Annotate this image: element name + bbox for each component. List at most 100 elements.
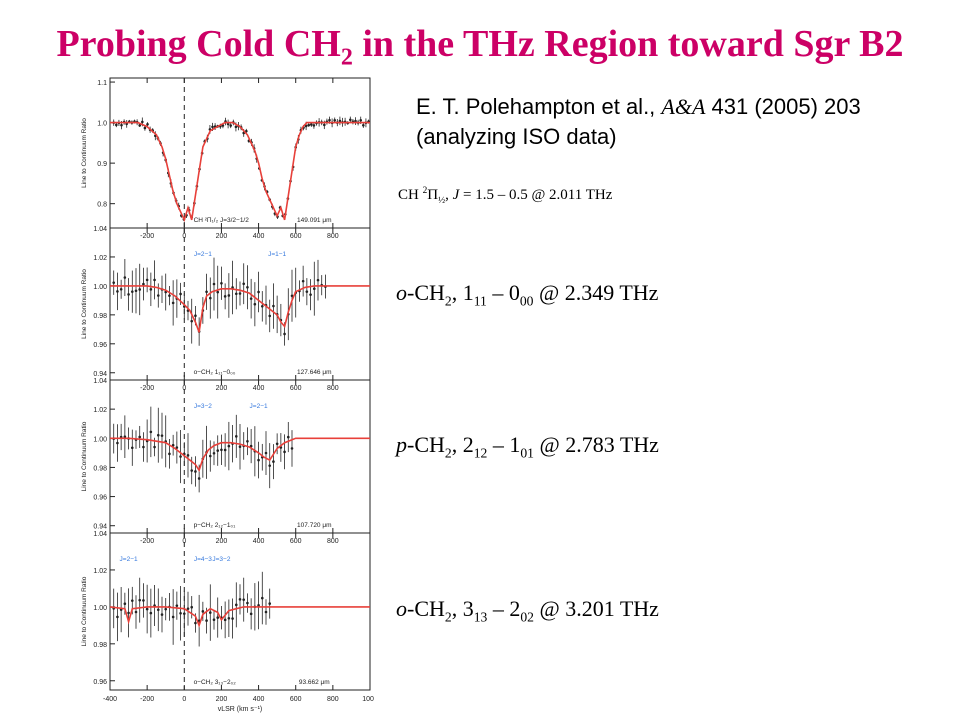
data-point	[323, 123, 326, 127]
x-tick-label: 800	[327, 385, 339, 392]
data-point	[208, 296, 212, 300]
data-point	[116, 290, 119, 293]
data-point	[283, 332, 286, 336]
x-tick-label: 0	[182, 538, 186, 545]
data-point	[205, 290, 208, 294]
data-point	[246, 439, 249, 443]
x-tick-label: 200	[216, 538, 228, 545]
data-point	[182, 612, 186, 615]
data-point	[194, 470, 197, 473]
panel-label: CH ²Π₁/₂ J=3/2−1/2	[194, 217, 250, 224]
data-point	[231, 617, 234, 620]
data-point	[246, 601, 249, 605]
data-point	[149, 430, 153, 434]
x-tick-label: -400	[103, 696, 117, 703]
data-point	[275, 442, 279, 446]
data-point	[234, 603, 238, 607]
data-point	[234, 292, 238, 296]
reference-block: E. T. Polehampton et al., A&A 431 (2005)…	[416, 92, 861, 152]
data-point	[328, 118, 331, 122]
data-point	[201, 610, 205, 613]
x-tick-label: -200	[140, 233, 154, 240]
y-tick-label: 0.8	[97, 202, 107, 209]
y-tick-label: 0.96	[93, 679, 107, 686]
data-point	[156, 294, 160, 297]
data-point	[212, 282, 216, 286]
x-tick-label: 200	[216, 385, 228, 392]
panel-wavelength: 149.091 μm	[297, 217, 331, 224]
data-point	[246, 285, 249, 289]
data-point	[338, 119, 342, 123]
label-ch: CH 2Π½, J = 1.5 – 0.5 @ 2.011 THz	[398, 186, 613, 206]
y-tick-label: 1.00	[93, 284, 107, 291]
data-point	[205, 619, 208, 622]
panel-label: p−CH₂ 2₁₂−1₀₁	[194, 522, 237, 529]
data-point	[134, 289, 138, 293]
transition-marker: J=2−1	[120, 556, 138, 563]
x-tick-label: 200	[216, 696, 228, 703]
data-point	[190, 469, 194, 472]
x-tick-label: 800	[327, 538, 339, 545]
data-point	[333, 118, 337, 122]
data-point	[249, 444, 253, 448]
y-tick-label: 1.04	[93, 226, 107, 233]
spectra-figure: 1.1 1.0 0.9 0.8 Line to Continuum Ratio CH ²Π…	[81, 77, 374, 713]
data-point	[238, 445, 242, 449]
data-point	[175, 604, 179, 607]
data-point	[223, 618, 227, 622]
panel-label: o−CH₂ 3₁₃−2₀₂	[194, 679, 237, 686]
y-tick-label: 1.02	[93, 255, 107, 262]
x-tick-label: 200	[216, 233, 228, 240]
data-point	[290, 447, 294, 450]
y-tick-label: 1.0	[97, 121, 107, 128]
data-point	[175, 446, 179, 449]
panel-wavelength: 93.662 μm	[299, 679, 330, 686]
data-point	[138, 598, 142, 602]
data-point	[190, 605, 194, 609]
data-point	[212, 618, 216, 622]
data-point	[249, 297, 253, 300]
data-point	[116, 615, 119, 619]
data-point	[231, 286, 234, 289]
reference-note: (analyzing ISO data)	[416, 124, 617, 149]
x-tick-label: 600	[290, 696, 302, 703]
x-tick-label: -200	[140, 538, 154, 545]
data-point	[138, 124, 142, 127]
data-point	[234, 435, 238, 438]
data-point	[305, 290, 309, 293]
data-point	[153, 445, 156, 449]
data-point	[362, 123, 365, 127]
data-point	[171, 615, 175, 619]
data-point	[272, 304, 275, 308]
data-point	[141, 120, 144, 124]
panel-label: o−CH₂ 1₁₁−0₀₀	[194, 369, 236, 376]
x-tick-label: -200	[140, 696, 154, 703]
data-point	[238, 598, 242, 601]
data-point	[142, 282, 145, 286]
data-point	[119, 287, 123, 291]
data-point	[127, 611, 130, 615]
data-point	[179, 455, 182, 458]
data-point	[268, 602, 272, 605]
y-axis-label: Line to Continuum Ratio	[81, 269, 88, 339]
x-tick-label: 400	[253, 385, 265, 392]
data-point	[143, 126, 147, 130]
data-point	[179, 611, 182, 615]
data-point	[168, 294, 171, 297]
data-point	[286, 435, 290, 439]
model-fit-line	[110, 285, 370, 333]
y-tick-label: 1.00	[93, 605, 107, 612]
data-point	[208, 611, 212, 614]
y-tick-label: 0.94	[93, 371, 107, 378]
x-tick-label: 600	[290, 233, 302, 240]
data-point	[197, 477, 201, 480]
y-tick-label: 1.04	[93, 531, 107, 538]
data-point	[307, 123, 311, 127]
y-tick-label: 1.02	[93, 568, 107, 575]
data-point	[272, 460, 275, 463]
data-point	[354, 119, 357, 123]
panel-wavelength: 127.646 μm	[297, 369, 331, 376]
data-point	[253, 302, 257, 306]
panel-frame-4	[109, 532, 371, 691]
data-point	[160, 613, 164, 616]
